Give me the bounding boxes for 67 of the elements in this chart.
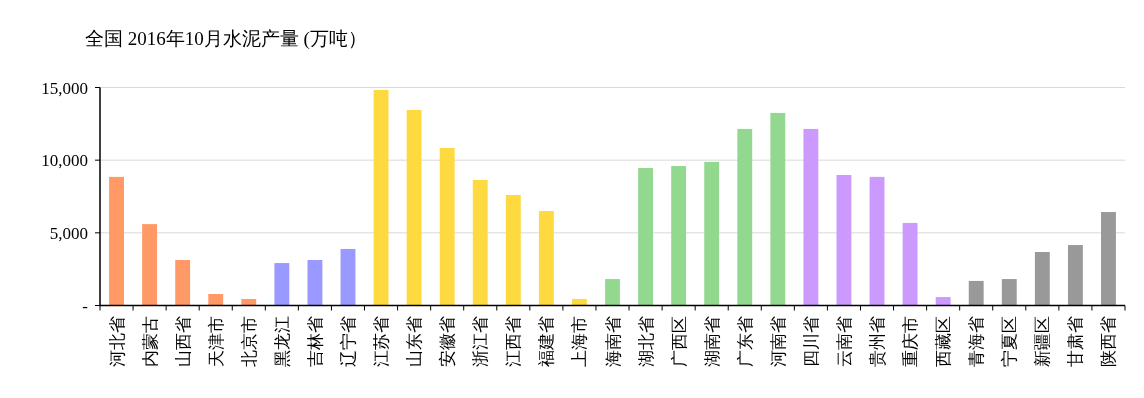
bar <box>109 176 124 306</box>
bar <box>142 224 158 306</box>
bar <box>208 294 224 306</box>
bar <box>373 89 389 306</box>
x-tick-label: 重庆市 <box>901 315 921 367</box>
x-tick-label: 辽宁省 <box>338 315 358 367</box>
x-tick-label: 新疆区 <box>1033 315 1053 367</box>
bar <box>902 222 918 306</box>
bar <box>935 297 951 306</box>
x-tick-label: 江苏省 <box>372 315 392 367</box>
x-tick-label: 山西省 <box>173 315 193 367</box>
x-tick-label: 河北省 <box>107 315 127 367</box>
x-tick-label: 甘肃省 <box>1066 315 1086 367</box>
bar <box>836 174 852 306</box>
x-tick-label: 广西区 <box>669 315 689 367</box>
x-tick-label: 贵州省 <box>868 315 888 367</box>
x-tick-label: 天津市 <box>206 315 226 367</box>
bar <box>737 128 753 306</box>
y-tick-label: 5,000 <box>49 223 88 243</box>
y-tick-label: - <box>82 296 89 316</box>
bar <box>175 260 191 306</box>
bar <box>1001 279 1017 306</box>
x-tick-label: 黑龙江 <box>272 315 292 367</box>
bar <box>704 161 720 306</box>
x-tick-label: 河南省 <box>768 315 788 367</box>
x-tick-label: 陕西省 <box>1099 315 1119 367</box>
x-tick-label: 西藏区 <box>934 315 954 367</box>
bar <box>505 195 521 306</box>
bar <box>340 248 356 306</box>
bar <box>869 176 885 306</box>
x-tick-label: 青海省 <box>967 315 987 367</box>
bar <box>274 263 290 306</box>
bar <box>538 211 554 306</box>
y-tick-label: 10,000 <box>41 151 88 171</box>
x-tick-label: 云南省 <box>834 315 854 367</box>
bar <box>671 165 687 306</box>
bar <box>307 260 323 306</box>
x-tick-label: 福建省 <box>537 315 557 367</box>
bar <box>241 298 257 306</box>
x-tick-label: 山东省 <box>405 315 425 367</box>
x-tick-label: 内蒙古 <box>140 315 160 367</box>
bar <box>1034 252 1050 306</box>
x-tick-label: 江西省 <box>504 315 524 367</box>
bar <box>968 280 984 306</box>
x-tick-label: 湖南省 <box>702 315 722 367</box>
bar <box>770 112 786 306</box>
x-tick-label: 上海市 <box>570 315 590 367</box>
x-tick-label: 湖北省 <box>636 315 656 367</box>
x-tick-label: 安徽省 <box>438 315 458 367</box>
y-tick-label: 15,000 <box>41 78 88 98</box>
bar <box>605 279 620 306</box>
x-tick-label: 北京市 <box>239 315 259 367</box>
bar <box>1101 212 1116 306</box>
x-tick-label: 海南省 <box>603 315 623 367</box>
bar <box>406 110 422 306</box>
x-tick-label: 吉林省 <box>305 315 325 367</box>
bar <box>572 298 587 306</box>
x-tick-label: 广东省 <box>735 315 755 367</box>
bar <box>1067 245 1083 306</box>
bar <box>439 147 455 306</box>
bar <box>472 179 488 306</box>
x-tick-label: 宁夏区 <box>1000 315 1020 367</box>
x-tick-label: 四川省 <box>801 315 821 367</box>
bar <box>803 128 819 306</box>
chart-title: 全国 2016年10月水泥产量 (万吨） <box>85 28 367 50</box>
x-tick-label: 浙江省 <box>471 315 491 367</box>
bar <box>638 168 653 306</box>
